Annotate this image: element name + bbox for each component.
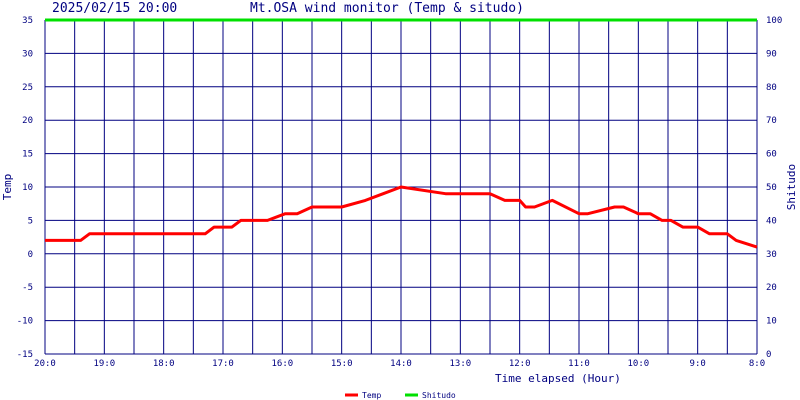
header-datetime: 2025/02/15 20:00 [52,1,178,16]
legend-label: Temp [362,391,381,400]
y-right-axis-label: Shitudo [785,164,798,210]
x-tick-label: 11:0 [568,359,590,369]
x-tick-label: 16:0 [271,359,293,369]
y-right-tick-label: 80 [766,83,777,93]
y-left-tick-label: 15 [22,150,33,160]
y-left-tick-label: -5 [22,283,33,293]
y-left-tick-label: 10 [22,183,33,193]
y-right-tick-label: 30 [766,250,777,260]
y-right-tick-label: 10 [766,317,777,327]
x-tick-label: 17:0 [212,359,234,369]
x-axis-label: Time elapsed (Hour) [495,372,621,385]
x-tick-label: 10:0 [627,359,649,369]
y-right-tick-label: 40 [766,216,777,226]
x-tick-label: 18:0 [153,359,175,369]
y-left-tick-label: 30 [22,49,33,59]
y-right-tick-label: 90 [766,49,777,59]
y-right-tick-label: 70 [766,116,777,126]
y-right-tick-label: 60 [766,150,777,160]
x-tick-label: 20:0 [34,359,56,369]
y-left-tick-label: 0 [28,250,33,260]
y-left-tick-label: 5 [28,216,33,226]
x-tick-label: 14:0 [390,359,412,369]
x-tick-label: 13:0 [449,359,471,369]
series-line-temp [45,185,758,249]
x-tick-label: 19:0 [93,359,115,369]
y-left-tick-label: 35 [22,16,33,26]
x-tick-label: 12:0 [509,359,531,369]
y-right-tick-label: 0 [766,350,771,360]
x-tick-label: 8:0 [749,359,765,369]
y-left-axis-label: Temp [1,174,14,201]
legend-label: Shitudo [422,391,456,400]
y-right-tick-label: 100 [766,16,782,26]
y-right-tick-label: 50 [766,183,777,193]
y-right-tick-label: 20 [766,283,777,293]
y-left-tick-label: -15 [17,350,33,360]
y-left-tick-label: 25 [22,83,33,93]
x-tick-label: 9:0 [690,359,706,369]
y-left-tick-label: -10 [17,317,33,327]
chart-title: Mt.OSA wind monitor (Temp & situdo) [250,1,524,16]
y-left-tick-label: 20 [22,116,33,126]
x-tick-label: 15:0 [331,359,353,369]
